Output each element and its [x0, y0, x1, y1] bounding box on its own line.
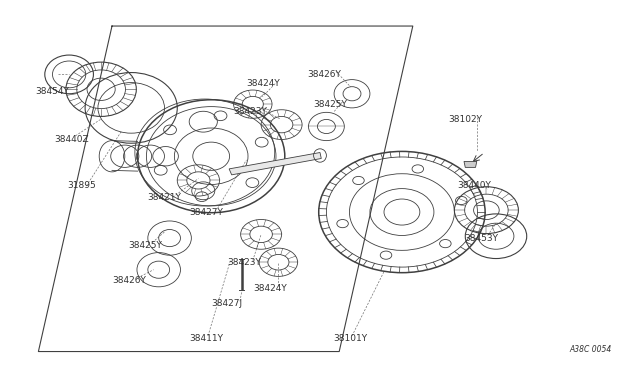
Text: 38425Y: 38425Y [128, 241, 162, 250]
Text: 38423Y: 38423Y [234, 107, 268, 116]
Text: 38421Y: 38421Y [147, 193, 181, 202]
Text: 38426Y: 38426Y [307, 70, 341, 79]
Text: 38440Y: 38440Y [458, 182, 492, 190]
Text: 38454Y: 38454Y [35, 87, 69, 96]
Text: 38453Y: 38453Y [464, 234, 498, 243]
Text: 38424Y: 38424Y [246, 79, 280, 88]
Text: 38426Y: 38426Y [112, 276, 146, 285]
Text: 31895: 31895 [67, 182, 96, 190]
Text: 38440Z: 38440Z [54, 135, 89, 144]
Text: 38101Y: 38101Y [333, 334, 367, 343]
Text: 38427J: 38427J [211, 299, 243, 308]
Polygon shape [229, 153, 321, 175]
Text: 38423Y: 38423Y [227, 258, 261, 267]
Text: 38425Y: 38425Y [314, 100, 348, 109]
Text: 38411Y: 38411Y [189, 334, 223, 343]
Text: 38424Y: 38424Y [253, 284, 287, 293]
Polygon shape [464, 161, 477, 167]
Text: 38427Y: 38427Y [189, 208, 223, 217]
Text: A38C 0054: A38C 0054 [569, 345, 611, 354]
Text: 38102Y: 38102Y [448, 115, 482, 124]
